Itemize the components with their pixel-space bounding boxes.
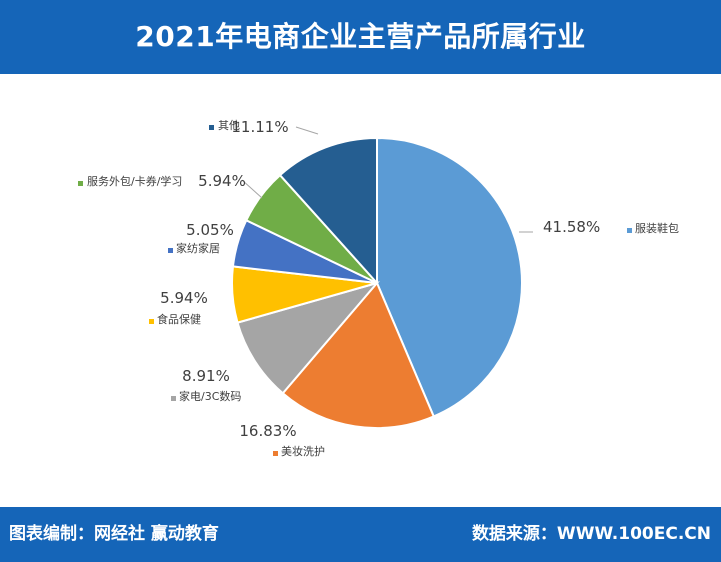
chart-area: 41.58% 服装鞋包 16.83% 美妆洗护 8.91% 家电/3C数码 5.94% 食品保… (0, 74, 721, 507)
pie-slice (376, 136, 523, 418)
title-banner: 2021年电商企业主营产品所属行业 (0, 0, 721, 74)
legend-marker (627, 228, 632, 233)
legend-label: 其他 (218, 119, 240, 132)
data-label: 41.58% (543, 218, 600, 236)
legend-label: 美妆洗护 (281, 444, 325, 458)
leader-line (241, 179, 263, 199)
legend-label: 食品保健 (157, 312, 201, 326)
legend-marker (171, 396, 176, 401)
data-label: 5.05% (186, 221, 234, 239)
legend-label: 家纺家居 (176, 241, 220, 255)
data-label: 5.94% (160, 289, 208, 307)
pie-slice (236, 281, 380, 395)
legend-marker (273, 451, 278, 456)
data-label: 8.91% (182, 367, 230, 385)
legend-marker (149, 319, 154, 324)
data-label: 5.94% (198, 172, 246, 190)
leader-line (295, 126, 319, 135)
legend-label: 家电/3C数码 (179, 389, 241, 403)
legend-marker (168, 248, 173, 253)
legend-label: 服装鞋包 (635, 221, 679, 235)
pie-slice (281, 281, 436, 429)
page-title: 2021年电商企业主营产品所属行业 (135, 20, 586, 53)
data-label: 11.11% (231, 118, 288, 136)
pie-chart: 41.58% 服装鞋包 16.83% 美妆洗护 8.91% 家电/3C数码 5.94% 食品保… (78, 118, 679, 458)
legend-label: 服务外包/卡券/学习 (87, 174, 182, 188)
footer-banner: 图表编制：网经社 赢动教育 数据来源：WWW.100EC.CN (0, 507, 721, 562)
footer-credit: 图表编制：网经社 赢动教育 (9, 524, 219, 544)
legend-marker (78, 181, 83, 186)
footer-source: 数据来源：WWW.100EC.CN (471, 524, 711, 544)
data-label: 16.83% (239, 422, 296, 440)
pie-slice (278, 136, 378, 286)
legend-marker (209, 125, 214, 130)
